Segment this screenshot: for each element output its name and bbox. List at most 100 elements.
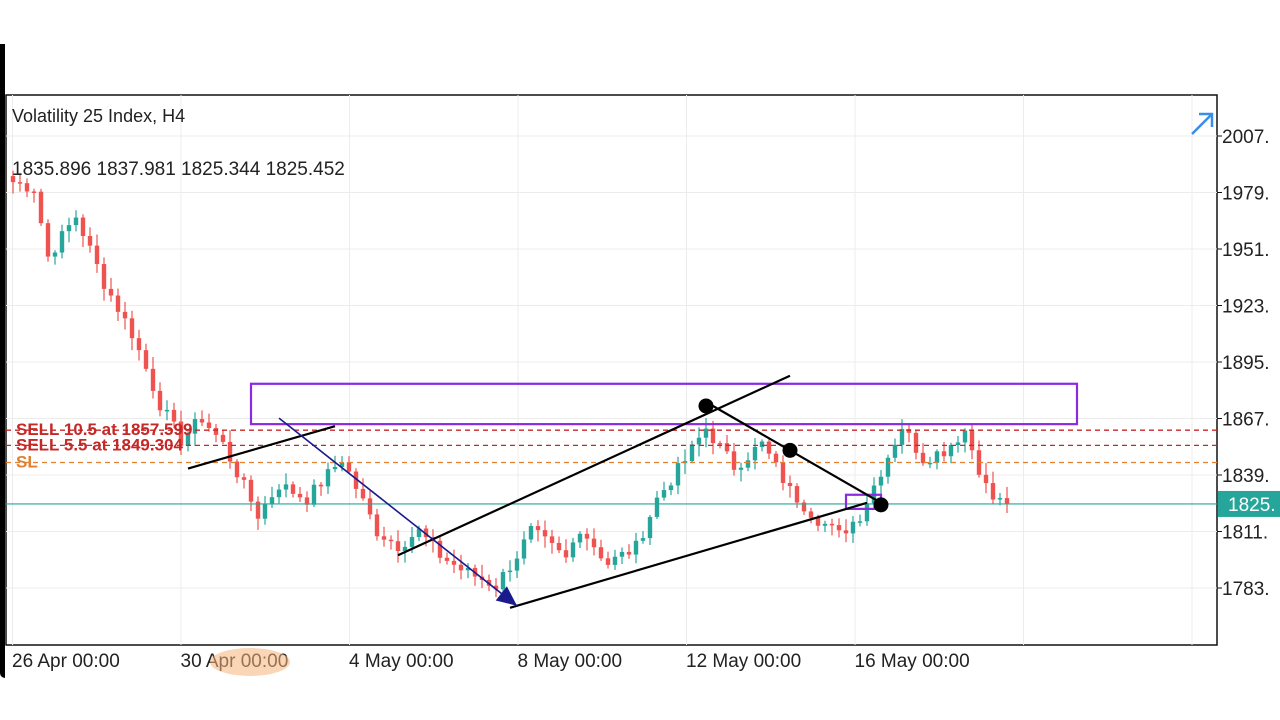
candle-body	[52, 252, 58, 257]
candle-body	[920, 452, 926, 464]
candle-body	[780, 462, 786, 483]
candle-body	[570, 542, 576, 558]
order-label: SELL 10.5 at 1857.599	[16, 420, 192, 439]
candle-body	[500, 572, 506, 590]
candle-body	[549, 536, 555, 543]
candle-body	[227, 441, 233, 462]
x-tick-label: 8 May 00:00	[518, 651, 623, 672]
candle-body	[990, 483, 996, 500]
y-tick-label: 1895.	[1222, 353, 1270, 374]
candle-body	[724, 443, 730, 452]
order-label: SELL 5.5 at 1849.304	[16, 435, 184, 454]
candle-body	[339, 462, 345, 467]
candle-body	[521, 539, 527, 559]
candle-body	[626, 551, 632, 555]
candle-body	[10, 176, 16, 183]
candle-body	[752, 446, 758, 461]
candle-body	[542, 530, 548, 537]
candle-body	[458, 564, 464, 571]
candle-body	[703, 428, 709, 438]
order-label: SL	[16, 452, 38, 471]
diagonal-arrow-icon[interactable]	[1188, 108, 1218, 138]
candle-body	[388, 539, 394, 542]
candle-body	[605, 558, 611, 565]
trendline	[712, 405, 882, 504]
trendline	[509, 501, 868, 609]
candle-body	[395, 541, 401, 552]
candle-body	[850, 521, 856, 534]
candle-body	[276, 489, 282, 498]
candle-body	[647, 516, 653, 539]
candle-body	[150, 368, 156, 391]
candle-body	[311, 484, 317, 505]
candle-body	[290, 484, 296, 494]
candle-body	[192, 419, 198, 434]
candle-body	[836, 525, 842, 531]
candle-body	[759, 441, 765, 447]
trendline	[397, 374, 791, 557]
candle-body	[199, 419, 205, 423]
candle-body	[402, 546, 408, 552]
candle-body	[661, 490, 667, 498]
candle-body	[213, 427, 219, 435]
candle-body	[283, 484, 289, 490]
candle-body	[619, 551, 625, 557]
candle-body	[234, 461, 240, 478]
candle-body	[654, 497, 660, 517]
candle-body	[353, 471, 359, 489]
candle-body	[255, 501, 261, 519]
candle-body	[997, 498, 1003, 500]
candle-body	[451, 560, 457, 565]
candle-body	[906, 429, 912, 433]
candle-body	[66, 225, 72, 232]
point-marker	[873, 497, 889, 513]
candle-body	[766, 441, 772, 454]
plot-frame	[5, 94, 1218, 646]
candle-body	[899, 429, 905, 445]
last-price-label: 1825.	[1228, 495, 1276, 516]
candle-body	[745, 460, 751, 468]
candle-body	[87, 236, 93, 246]
candle-body	[507, 570, 513, 573]
candle-body	[612, 556, 618, 565]
arrow-head	[495, 586, 517, 606]
candle-body	[563, 550, 569, 558]
candle-body	[591, 538, 597, 548]
candle-body	[381, 536, 387, 540]
candle-body	[584, 533, 590, 539]
candle-body	[73, 217, 79, 226]
y-tick-label: 2007.	[1222, 127, 1270, 148]
candle-body	[101, 264, 107, 289]
trend-arrow-line	[278, 417, 518, 607]
candle-body	[598, 547, 604, 559]
candle-body	[171, 409, 177, 422]
candle-body	[325, 469, 331, 487]
candle-body	[514, 558, 520, 571]
candle-body	[318, 484, 324, 487]
candle-body	[122, 311, 128, 319]
candle-body	[332, 466, 338, 470]
candle-body	[129, 318, 135, 339]
candle-body	[822, 523, 828, 526]
candle-body	[360, 488, 366, 499]
candle-body	[416, 528, 422, 538]
candle-body	[794, 486, 800, 503]
candle-body	[857, 521, 863, 523]
touch-highlight	[210, 648, 290, 676]
y-tick-label: 1979.	[1222, 184, 1270, 205]
window-edge	[0, 44, 5, 678]
candle-body	[689, 444, 695, 462]
candle-body	[892, 444, 898, 458]
candle-body	[633, 540, 639, 555]
candle-body	[983, 474, 989, 484]
candles	[10, 170, 1010, 598]
candle-body	[878, 476, 884, 486]
candle-body	[738, 467, 744, 470]
candle-body	[710, 428, 716, 444]
candle-body	[864, 503, 870, 522]
candle-body	[528, 526, 534, 540]
candle-body	[346, 462, 352, 472]
candle-body	[262, 504, 268, 519]
